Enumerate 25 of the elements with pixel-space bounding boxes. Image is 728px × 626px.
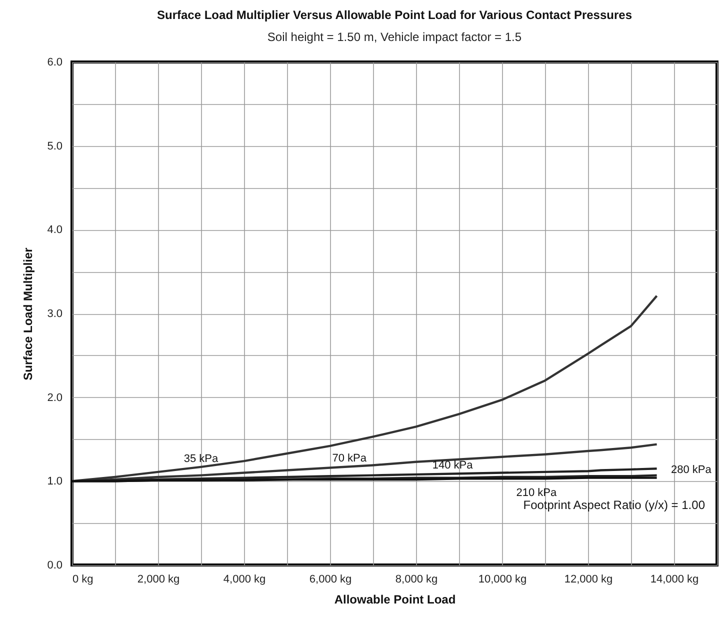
- y-tick-label: 2.0: [47, 392, 62, 404]
- y-tick-label: 3.0: [47, 308, 62, 320]
- x-tick-label: 4,000 kg: [223, 574, 266, 586]
- series-label: 210 kPa: [516, 486, 558, 499]
- series-label: 280 kPa: [671, 464, 712, 476]
- y-tick-label: 6.0: [47, 56, 62, 68]
- x-tick-label: 2,000 kg: [137, 574, 180, 586]
- series-label: 140 kPa: [432, 460, 474, 472]
- y-tick-label: 0.0: [47, 560, 62, 572]
- y-tick-label: 4.0: [47, 224, 62, 236]
- x-axis-title: Allowable Point Load: [334, 592, 456, 606]
- chart-subtitle: Soil height = 1.50 m, Vehicle impact factor = 1.5: [267, 30, 522, 44]
- y-tick-label: 5.0: [47, 140, 62, 152]
- chart-title: Surface Load Multiplier Versus Allowable Point Load for Various Contact Pressures: [156, 8, 632, 22]
- x-tick-label: 12,000 kg: [564, 574, 613, 586]
- series-label: 35 kPa: [184, 452, 220, 465]
- y-axis-title: Surface Load Multiplier: [21, 247, 36, 380]
- y-tick-label: 1.0: [47, 476, 62, 488]
- x-tick-label: 8,000 kg: [395, 574, 438, 586]
- x-tick-label: 10,000 kg: [478, 574, 527, 586]
- series-label: 70 kPa: [332, 452, 368, 465]
- x-tick-label: 6,000 kg: [309, 574, 352, 586]
- annotation: Footprint Aspect Ratio (y/x) = 1.00: [523, 498, 706, 512]
- x-tick-label: 0 kg: [72, 574, 94, 586]
- x-tick-label: 14,000 kg: [650, 574, 699, 586]
